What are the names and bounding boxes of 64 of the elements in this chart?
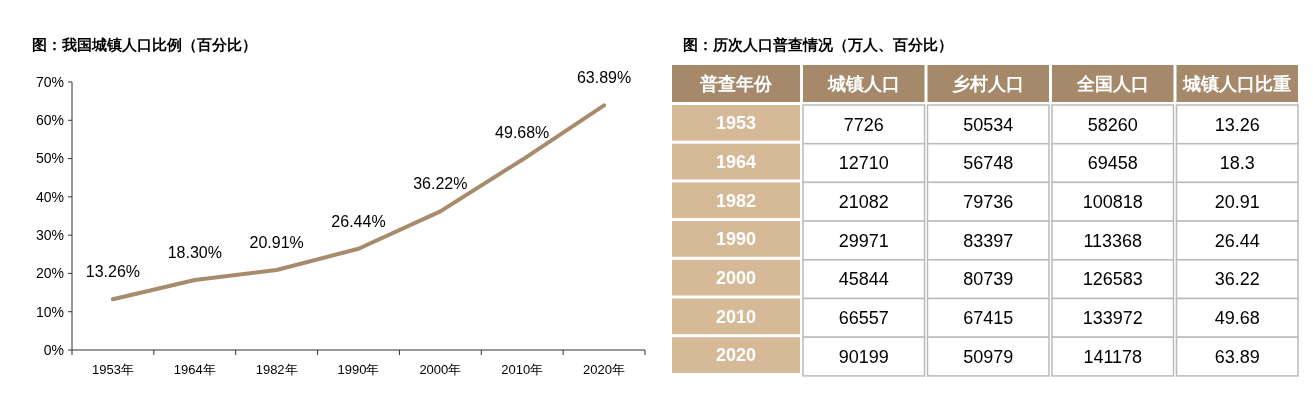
data-label: 36.22% — [413, 175, 468, 193]
y-tick-label: 30% — [35, 227, 64, 244]
x-tick-label: 1953年 — [91, 362, 134, 377]
data-label: 56748 — [963, 153, 1014, 174]
x-tick-label: 城镇人口 — [826, 73, 900, 94]
y-tick-label: 50% — [35, 150, 64, 167]
y-tick-label: 60% — [35, 112, 64, 129]
data-label: 66557 — [838, 308, 889, 329]
y-tick-label: 20% — [35, 265, 64, 282]
data-label: 13.26 — [1214, 114, 1260, 135]
data-label: 80739 — [963, 269, 1014, 290]
data-label: 50979 — [963, 346, 1014, 367]
data-label: 13.26% — [85, 263, 141, 281]
y-tick-label: 40% — [35, 188, 64, 205]
data-label: 18.3 — [1219, 153, 1255, 174]
y-tick-label: 1982 — [715, 190, 757, 211]
data-label: 49.68% — [495, 123, 550, 141]
y-tick-label: 1990 — [715, 229, 757, 250]
data-label: 113368 — [1083, 230, 1143, 251]
data-label: 79736 — [963, 192, 1014, 213]
data-label: 83397 — [963, 230, 1014, 251]
data-label: 58260 — [1087, 114, 1138, 135]
data-label: 63.89 — [1214, 346, 1260, 367]
y-tick-label: 10% — [35, 303, 64, 320]
y-tick-label: 2000 — [715, 267, 757, 288]
x-tick-label: 1964年 — [173, 362, 216, 377]
y-tick-label: 1964 — [715, 151, 757, 172]
data-label: 69458 — [1087, 153, 1138, 174]
data-label: 36.22 — [1214, 269, 1260, 290]
x-tick-label: 1982年 — [255, 362, 298, 377]
data-label: 7726 — [843, 114, 884, 135]
y-tick-label: 70% — [35, 73, 64, 90]
data-label: 49.68 — [1214, 308, 1260, 329]
data-label: 20.91% — [249, 233, 304, 251]
x-tick-label: 全国人口 — [1075, 73, 1149, 94]
x-tick-label: 2020年 — [583, 362, 626, 377]
chart-title: 图：历次人口普查情况（万人、百分比） — [683, 36, 953, 54]
data-label: 45844 — [838, 269, 889, 290]
y-axis-title: 普查年份 — [699, 73, 773, 94]
data-label: 21082 — [838, 192, 889, 213]
data-label: 29971 — [838, 230, 889, 251]
data-label: 67415 — [963, 308, 1014, 329]
data-label: 50534 — [963, 114, 1014, 135]
y-tick-label: 1953 — [715, 113, 757, 134]
y-tick-label: 2020 — [715, 345, 757, 366]
data-label: 20.91 — [1214, 192, 1260, 213]
chart-title: 图：我国城镇人口比例（百分比） — [32, 36, 257, 54]
data-label: 12710 — [838, 153, 889, 174]
x-tick-label: 1990年 — [337, 362, 380, 377]
x-tick-label: 城镇人口比重 — [1182, 73, 1292, 94]
data-label: 126583 — [1082, 269, 1143, 290]
x-tick-label: 乡村人口 — [952, 73, 1025, 94]
data-label: 63.89% — [576, 69, 632, 87]
x-tick-label: 2010年 — [501, 362, 544, 377]
y-tick-label: 2010 — [715, 306, 757, 327]
data-label: 26.44 — [1214, 230, 1260, 251]
data-label: 18.30% — [167, 243, 222, 261]
data-label: 90199 — [838, 346, 889, 367]
data-label: 141178 — [1083, 346, 1143, 367]
data-label: 100818 — [1082, 192, 1143, 213]
data-label: 26.44% — [331, 212, 386, 230]
x-tick-label: 2000年 — [419, 362, 462, 377]
y-tick-label: 0% — [43, 341, 64, 358]
data-label: 133972 — [1082, 308, 1143, 329]
